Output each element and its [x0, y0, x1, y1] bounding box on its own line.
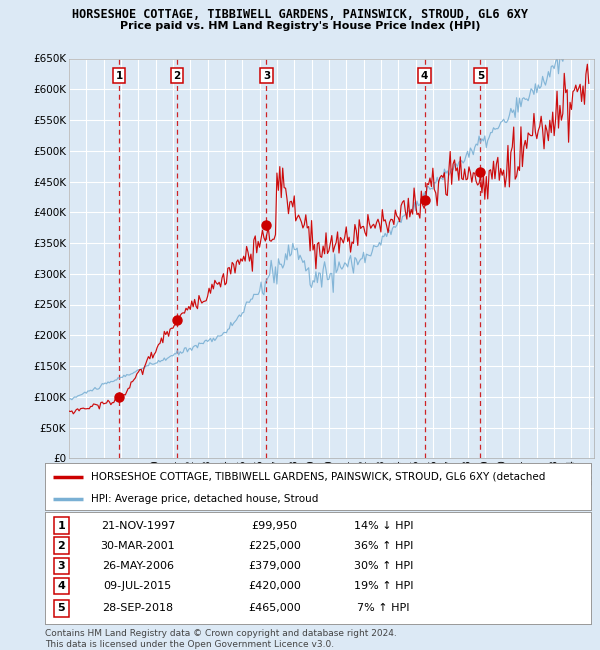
Text: 5: 5 — [477, 71, 484, 81]
Text: 2: 2 — [173, 71, 181, 81]
Text: 28-SEP-2018: 28-SEP-2018 — [102, 603, 173, 614]
Text: £99,950: £99,950 — [251, 521, 298, 530]
Text: 5: 5 — [58, 603, 65, 614]
Text: 09-JUL-2015: 09-JUL-2015 — [104, 581, 172, 591]
Text: 2: 2 — [58, 541, 65, 551]
Text: 36% ↑ HPI: 36% ↑ HPI — [354, 541, 413, 551]
Text: Contains HM Land Registry data © Crown copyright and database right 2024.
This d: Contains HM Land Registry data © Crown c… — [45, 629, 397, 649]
Text: £420,000: £420,000 — [248, 581, 301, 591]
Text: Price paid vs. HM Land Registry's House Price Index (HPI): Price paid vs. HM Land Registry's House … — [120, 21, 480, 31]
Text: 1: 1 — [115, 71, 122, 81]
Text: HORSESHOE COTTAGE, TIBBIWELL GARDENS, PAINSWICK, STROUD, GL6 6XY: HORSESHOE COTTAGE, TIBBIWELL GARDENS, PA… — [72, 8, 528, 21]
Text: 14% ↓ HPI: 14% ↓ HPI — [354, 521, 413, 530]
Text: 30% ↑ HPI: 30% ↑ HPI — [354, 561, 413, 571]
Text: 26-MAY-2006: 26-MAY-2006 — [102, 561, 174, 571]
Text: £379,000: £379,000 — [248, 561, 301, 571]
Text: 7% ↑ HPI: 7% ↑ HPI — [357, 603, 410, 614]
Text: 4: 4 — [58, 581, 65, 591]
Text: 30-MAR-2001: 30-MAR-2001 — [101, 541, 175, 551]
Text: 19% ↑ HPI: 19% ↑ HPI — [354, 581, 413, 591]
Text: HPI: Average price, detached house, Stroud: HPI: Average price, detached house, Stro… — [91, 493, 319, 504]
Text: 3: 3 — [263, 71, 270, 81]
Text: £465,000: £465,000 — [248, 603, 301, 614]
Text: 3: 3 — [58, 561, 65, 571]
Text: HORSESHOE COTTAGE, TIBBIWELL GARDENS, PAINSWICK, STROUD, GL6 6XY (detached: HORSESHOE COTTAGE, TIBBIWELL GARDENS, PA… — [91, 471, 546, 482]
Text: 21-NOV-1997: 21-NOV-1997 — [101, 521, 175, 530]
Text: 1: 1 — [58, 521, 65, 530]
Text: £225,000: £225,000 — [248, 541, 301, 551]
Text: 4: 4 — [421, 71, 428, 81]
